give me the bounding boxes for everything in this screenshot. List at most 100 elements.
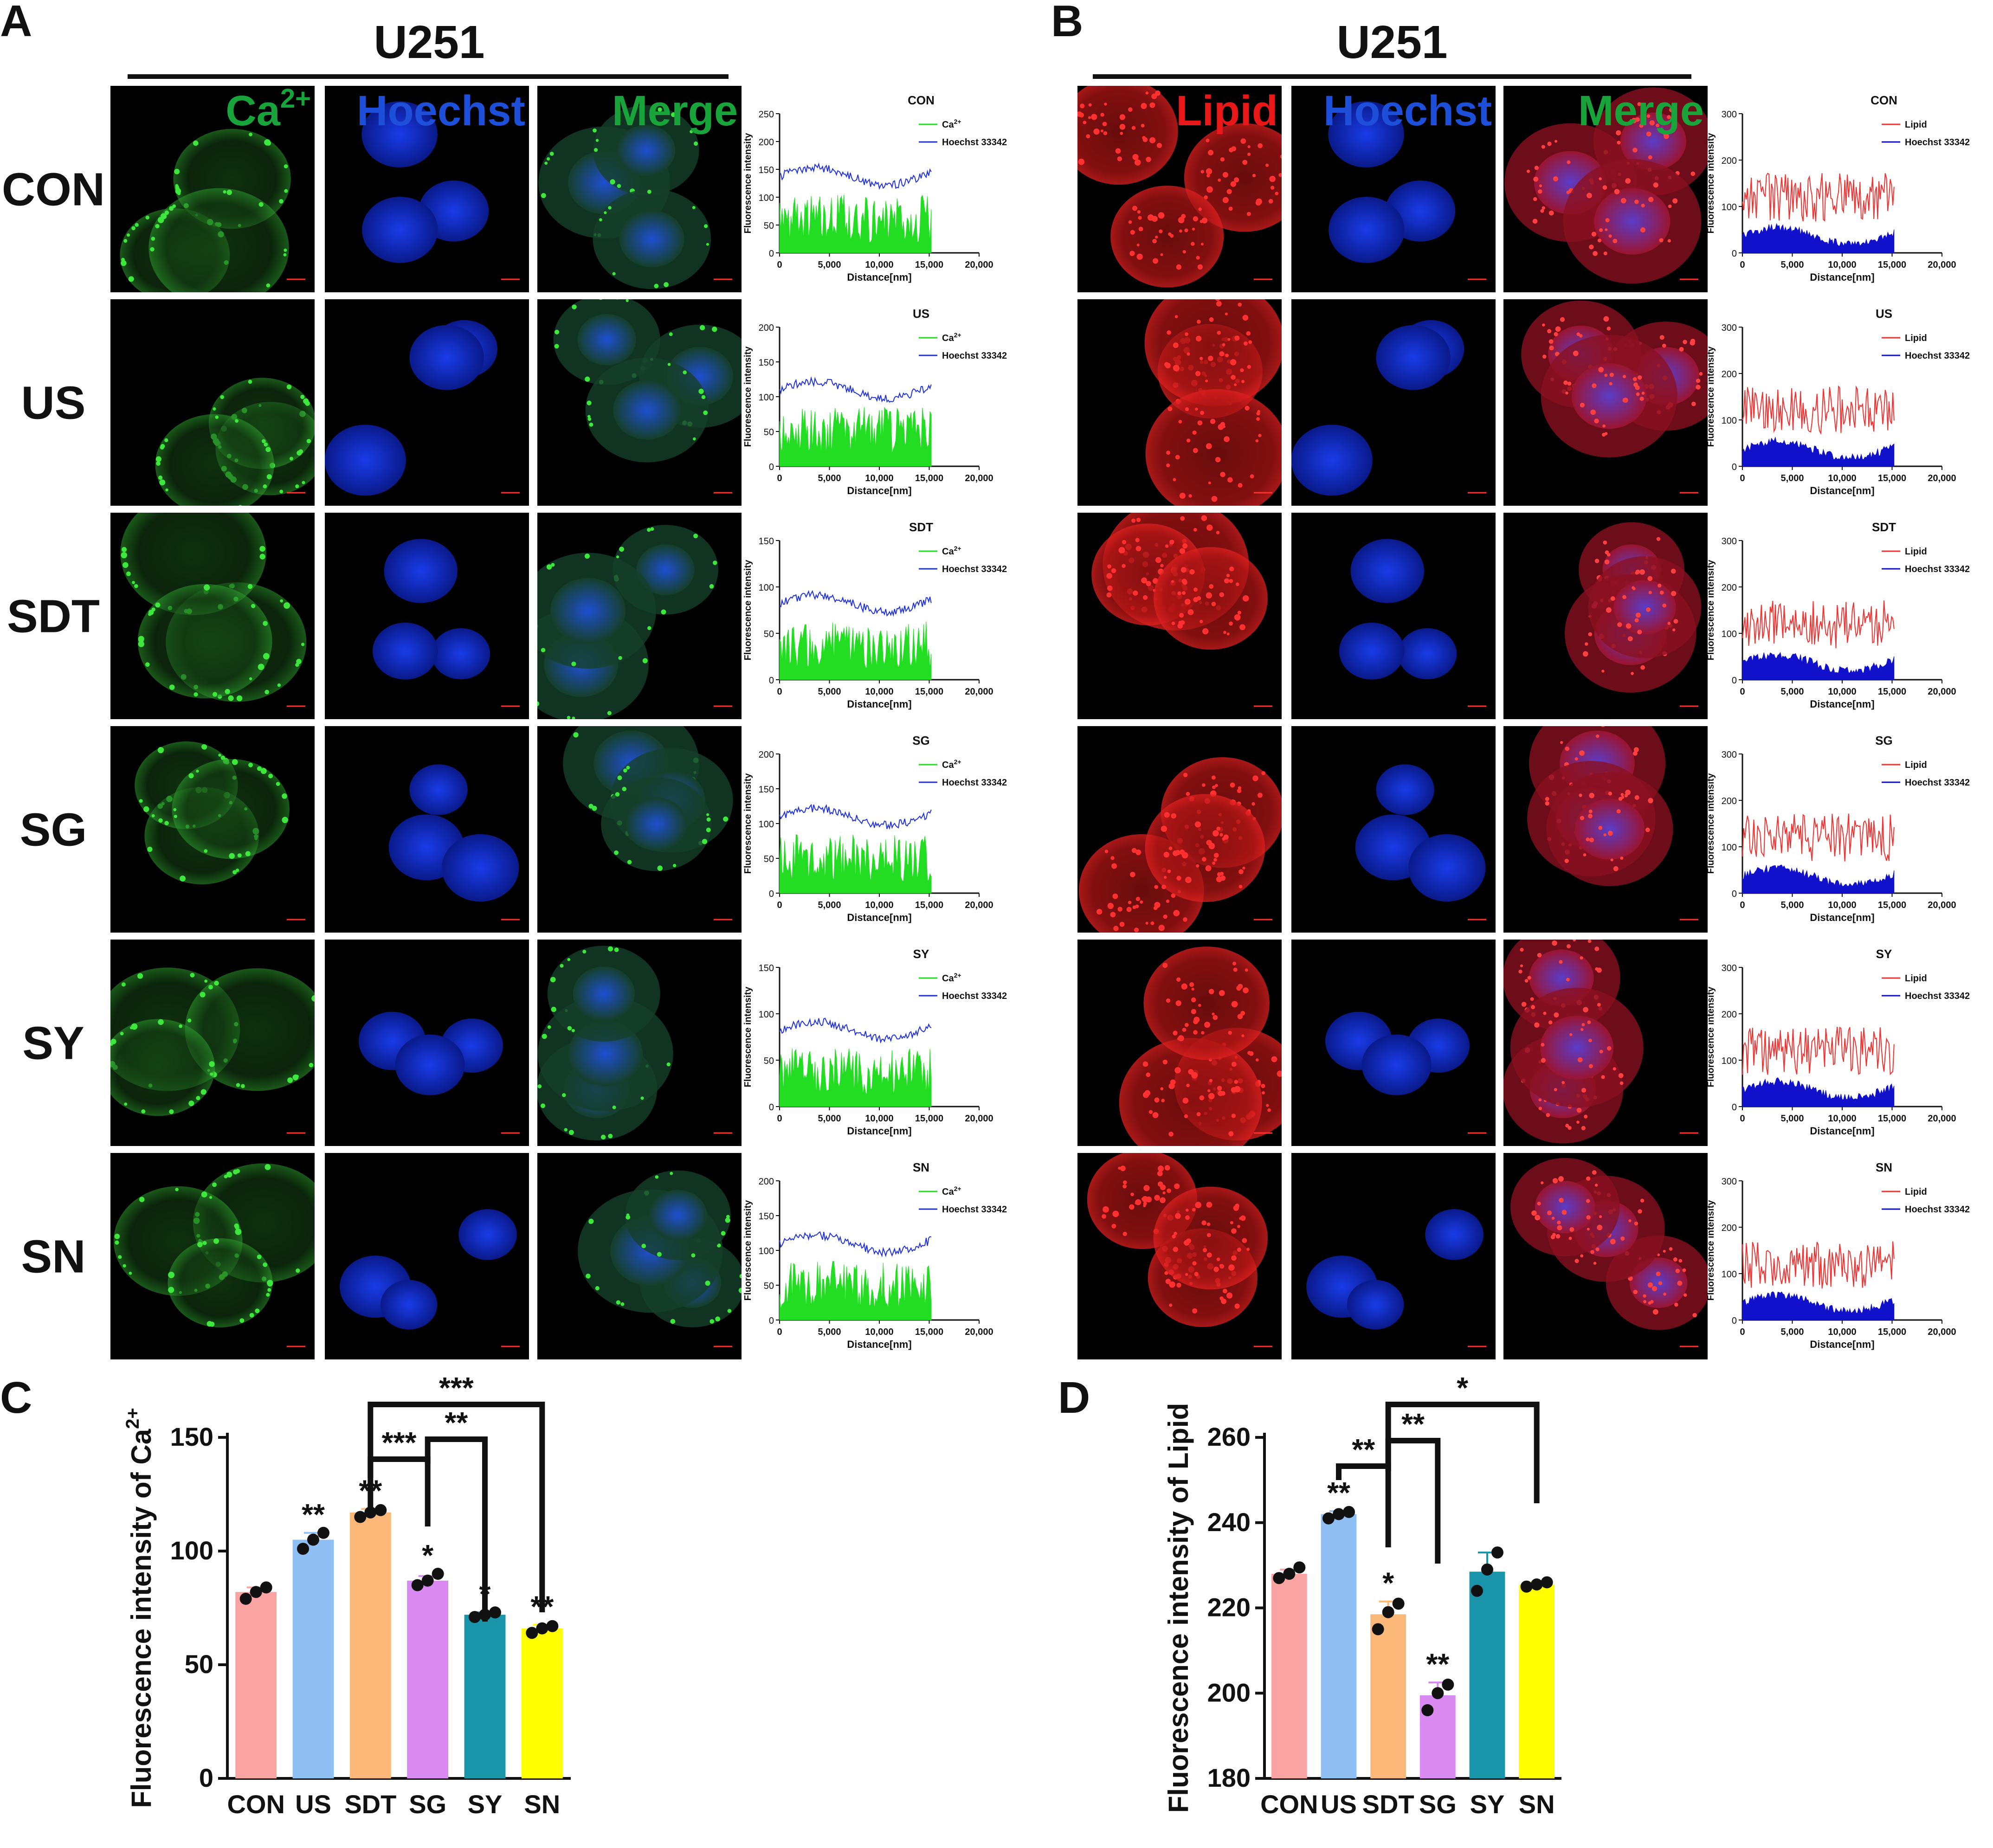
data-point [364, 1506, 377, 1519]
calcium-puncta [550, 977, 556, 983]
lipid-droplet [1159, 229, 1163, 233]
lipid-droplet [1145, 91, 1149, 95]
micrograph-content [1521, 300, 1708, 457]
lipid-droplet [1192, 1308, 1198, 1314]
lipid-droplet [1148, 1110, 1153, 1114]
lipid-droplet [1115, 148, 1121, 154]
lipid-droplet [1189, 569, 1195, 575]
calcium-puncta [612, 272, 616, 276]
lipid-droplet [1193, 528, 1197, 532]
lipid-droplet [1193, 587, 1198, 592]
lipid-trace [1742, 600, 1895, 649]
lipid-droplet [1230, 782, 1235, 788]
lipid-droplet [1219, 872, 1224, 876]
lipid-droplet [1526, 169, 1530, 173]
lipid-droplet [1559, 1198, 1564, 1203]
micrograph-content [1503, 940, 1644, 1144]
calcium-puncta [141, 1109, 146, 1114]
image-row-sdt: SDT [7, 513, 742, 719]
calcium-puncta [128, 276, 134, 282]
lipid-droplet [1565, 1124, 1569, 1128]
lipid-droplet [1179, 613, 1184, 618]
profile-plot-us: US 0 100 200 300 0 5,000 10,000 15,000 20,000 Dist… [1706, 307, 1970, 496]
calcium-puncta [738, 1288, 742, 1294]
lipid-droplet [1193, 448, 1198, 453]
cell-body [1077, 86, 1178, 185]
calcium-puncta [586, 1274, 591, 1279]
calcium-puncta [279, 489, 284, 494]
micrograph-content [1339, 539, 1457, 680]
lipid-droplet [1229, 148, 1234, 153]
profile-x-tick-label: 5,000 [818, 1327, 841, 1337]
lipid-droplet [1609, 373, 1614, 377]
calcium-puncta [220, 755, 226, 760]
profile-y-label: Fluorescence intensity [1706, 1200, 1716, 1301]
lipid-droplet [1157, 1171, 1163, 1177]
calcium-puncta [549, 151, 554, 156]
lipid-droplet [1561, 1081, 1565, 1084]
lipid-droplet [1226, 632, 1230, 636]
y-axis-label: Fluorescence intensity of Lipid [1163, 1403, 1194, 1813]
lipid-droplet [1603, 540, 1607, 545]
lipid-droplet [1627, 636, 1633, 642]
lipid-droplet [1589, 245, 1594, 250]
lipid-droplet [1122, 1231, 1127, 1236]
y-tick-label: 100 [170, 1536, 213, 1565]
nucleus [1361, 1034, 1432, 1095]
profile-y-tick-label: 300 [1722, 750, 1737, 760]
profile-x-label: Distance[nm] [1810, 1339, 1874, 1350]
lipid-droplet [1671, 591, 1677, 596]
lipid-droplet [1553, 176, 1559, 182]
lipid-droplet [1222, 1288, 1227, 1294]
lipid-droplet [1552, 940, 1557, 946]
calcium-puncta [121, 982, 126, 987]
lipid-droplet [1100, 129, 1103, 133]
data-point [489, 1606, 501, 1619]
calcium-puncta [147, 846, 153, 852]
calcium-puncta [593, 148, 598, 152]
lipid-droplet [1648, 155, 1652, 160]
calcium-puncta [264, 689, 270, 695]
panel-d-bar-chart: 180 200 220 240 260 Fluorescence intensity of… [1163, 1371, 1561, 1819]
lipid-droplet [1587, 1228, 1590, 1231]
lipid-droplet [1165, 1279, 1171, 1284]
profile-x-tick-label: 5,000 [1780, 473, 1804, 483]
calcium-puncta [755, 368, 759, 372]
calcium-puncta [705, 1281, 710, 1286]
lipid-droplet [1200, 411, 1205, 415]
lipid-droplet [1100, 113, 1104, 117]
data-point [1520, 1580, 1533, 1593]
calcium-puncta [723, 816, 729, 822]
micrograph-content [1077, 86, 1282, 288]
profile-y-tick-label: 0 [1732, 249, 1737, 259]
lipid-droplet [1229, 579, 1233, 583]
calcium-puncta [305, 401, 310, 406]
calcium-puncta [202, 1241, 207, 1245]
lipid-droplet [1647, 1282, 1653, 1288]
lipid-droplet [1607, 1046, 1612, 1051]
lipid-droplet [1542, 206, 1546, 210]
lipid-droplet [1122, 540, 1127, 545]
profile-y-tick-label: 150 [759, 358, 774, 368]
lipid-droplet [1656, 537, 1661, 541]
lipid-droplet [1256, 412, 1260, 416]
calcium-puncta [626, 1215, 631, 1220]
calcium-puncta [640, 1096, 644, 1100]
calcium-puncta [693, 437, 696, 441]
calcium-puncta [160, 445, 164, 450]
lipid-droplet [1552, 1178, 1558, 1184]
lipid-droplet [1581, 1126, 1586, 1131]
calcium-puncta [317, 462, 322, 467]
calcium-puncta [237, 853, 242, 858]
hoechst-trace [779, 1017, 932, 1044]
calcium-puncta [692, 206, 696, 209]
lipid-droplet [1541, 145, 1545, 149]
profile-y-tick-label: 100 [1722, 629, 1737, 639]
calcium-puncta [103, 1078, 109, 1083]
data-point [250, 1586, 262, 1598]
lipid-droplet [1223, 631, 1226, 634]
calcium-puncta [317, 1004, 323, 1010]
lipid-droplet [1154, 901, 1161, 908]
calcium-puncta [280, 599, 284, 603]
calcium-puncta [212, 692, 218, 697]
